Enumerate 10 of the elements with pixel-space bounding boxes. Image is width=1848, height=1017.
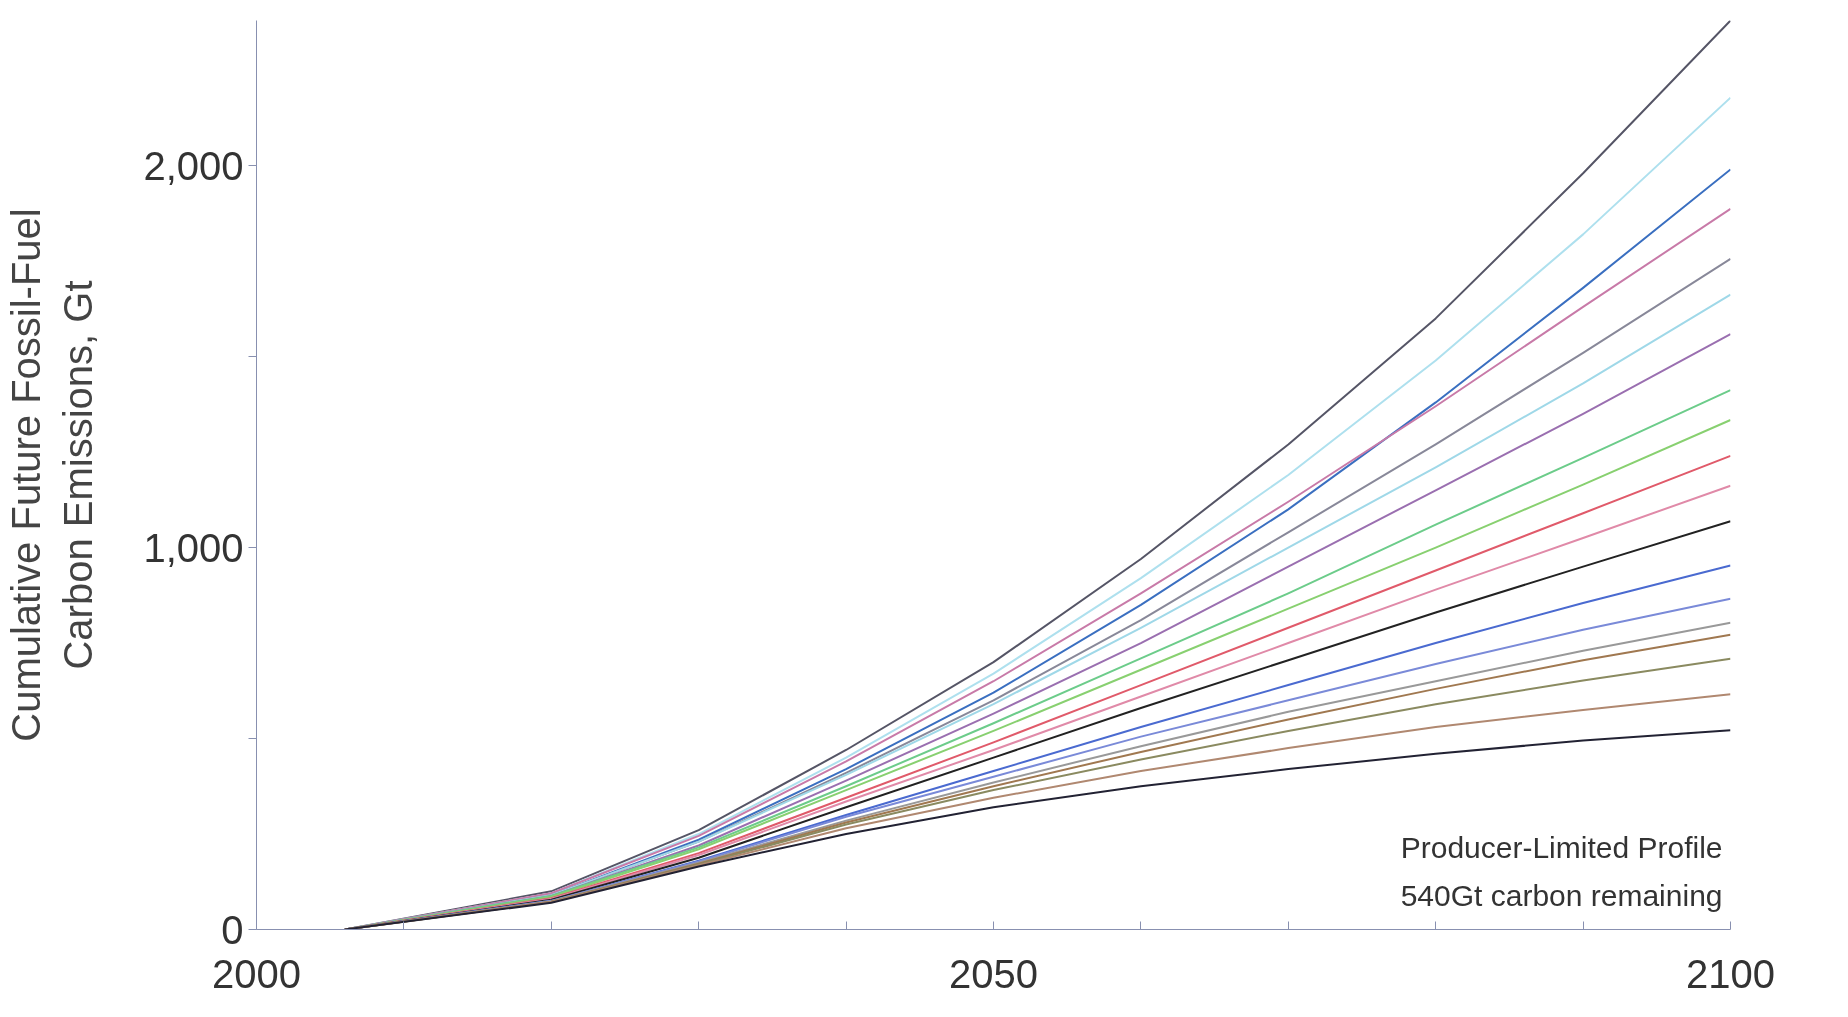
annotation: 540Gt carbon remaining bbox=[1400, 878, 1723, 912]
line-series bbox=[343, 729, 1731, 930]
x-tick-label: 2000 bbox=[212, 951, 301, 996]
x-tick-label: 2100 bbox=[1686, 951, 1775, 996]
x-tick-label: 2050 bbox=[949, 951, 1038, 996]
y-tick-label: 2,000 bbox=[143, 143, 244, 188]
y-axis-title: Cumulative Future Fossil-Fuel Carbon Emissions, Gt bbox=[3, 208, 101, 742]
y-tick-label: 1,000 bbox=[143, 525, 244, 570]
y-tick-label: 0 bbox=[221, 907, 244, 952]
annotation: Producer-Limited Profile bbox=[1400, 830, 1723, 864]
